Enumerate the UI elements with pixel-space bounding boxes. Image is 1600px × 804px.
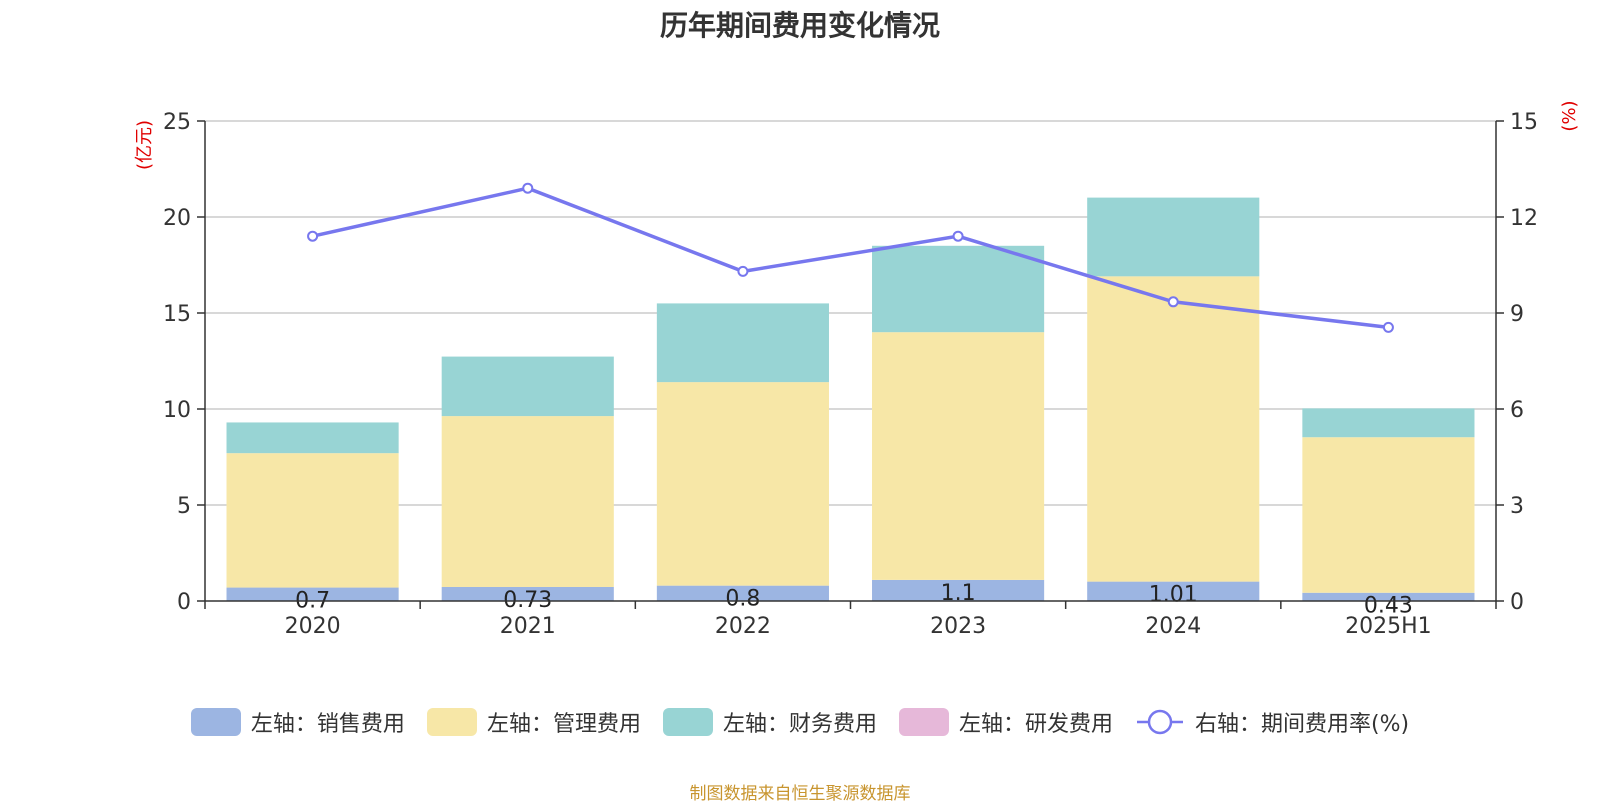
bar-segment	[1302, 592, 1475, 601]
bar-segment	[226, 453, 399, 588]
legend-label: 左轴：管理费用	[486, 712, 641, 737]
left-axis-tick-label: 0	[177, 590, 191, 615]
legend-item[interactable]: 右轴：期间费用率(%)	[1135, 706, 1409, 738]
data-label: 0.8	[725, 587, 760, 612]
right-axis-tick-label: 3	[1510, 494, 1524, 519]
legend: 左轴：销售费用 左轴：管理费用 左轴：财务费用 左轴：研发费用 右轴：期间费用率(%)	[0, 706, 1600, 738]
left-axis-tick-label: 20	[163, 206, 191, 231]
chart-title: 历年期间费用变化情况	[659, 9, 940, 42]
bar-segment	[1087, 276, 1260, 582]
legend-swatch	[1136, 709, 1183, 735]
axes: 0 5 10 15 20 25 0 3 6 9 12 15 2020 2021 2022 2023 2024 20…	[134, 100, 1580, 639]
right-axis-tick-label: 6	[1510, 398, 1524, 423]
bar-segment	[441, 356, 614, 417]
x-axis-tick-label: 2022	[715, 614, 771, 639]
legend-label: 左轴：财务费用	[722, 712, 877, 737]
bar-segment	[1087, 581, 1260, 601]
bar-segment	[226, 422, 399, 454]
right-axis-tick-label: 15	[1510, 110, 1538, 135]
legend-swatch	[426, 708, 477, 736]
legend-swatch	[190, 708, 241, 736]
source-note: 制图数据来自恒生聚源数据库	[689, 784, 911, 804]
rate-line-point	[522, 182, 534, 194]
right-axis-tick-label: 12	[1510, 206, 1538, 231]
bar-segment	[656, 303, 829, 383]
bars	[226, 197, 1475, 601]
legend-swatch	[662, 708, 713, 736]
left-axis-tick-label: 25	[163, 110, 191, 135]
x-axis-tick-label: 2024	[1145, 614, 1201, 639]
data-labels: 0.7 0.73 0.8 1.1 1.01 0.43	[295, 581, 1413, 619]
bar-segment	[872, 245, 1045, 333]
rate-line	[307, 182, 1394, 333]
x-axis-tick-label: 2020	[285, 614, 341, 639]
legend-item[interactable]: 左轴：销售费用	[190, 706, 405, 738]
bar-segment	[872, 332, 1045, 580]
rate-line-point	[1382, 321, 1394, 333]
bar-segment	[1087, 197, 1260, 277]
right-axis-tick-label: 0	[1510, 590, 1524, 615]
rate-line-point	[1167, 296, 1179, 308]
bar-segment	[872, 579, 1045, 601]
bar-segment	[1302, 408, 1475, 438]
bar-segment	[226, 587, 399, 601]
bar-segment	[441, 416, 614, 587]
legend-label: 右轴：期间费用率(%)	[1194, 712, 1410, 737]
legend-item[interactable]: 左轴：财务费用	[662, 706, 877, 738]
rate-line-point	[737, 265, 749, 277]
right-axis-label: (%)	[1559, 100, 1580, 131]
rate-line-path	[312, 186, 1389, 330]
left-axis-tick-label: 5	[177, 494, 191, 519]
data-label: 0.43	[1364, 594, 1413, 619]
bar-segment	[1302, 437, 1475, 593]
x-axis-tick-label: 2023	[930, 614, 986, 639]
bar-segment	[656, 585, 829, 601]
legend-item[interactable]: 左轴：管理费用	[426, 706, 641, 738]
x-axis-tick-label: 2025H1	[1345, 614, 1432, 639]
legend-swatch	[898, 708, 949, 736]
bar-segment	[656, 382, 829, 586]
legend-label: 左轴：销售费用	[250, 712, 405, 737]
legend-label: 左轴：研发费用	[958, 712, 1113, 737]
bar-segment	[441, 586, 614, 601]
data-label: 1.01	[1149, 583, 1198, 608]
rate-line-point	[952, 230, 964, 242]
left-axis-label: (亿元)	[134, 120, 155, 170]
left-axis-tick-label: 10	[163, 398, 191, 423]
data-label: 1.1	[941, 581, 976, 606]
left-axis-tick-label: 15	[163, 302, 191, 327]
x-axis-tick-label: 2021	[500, 614, 556, 639]
legend-item[interactable]: 左轴：研发费用	[898, 706, 1113, 738]
right-axis-tick-label: 9	[1510, 302, 1524, 327]
rate-line-point	[307, 230, 319, 242]
